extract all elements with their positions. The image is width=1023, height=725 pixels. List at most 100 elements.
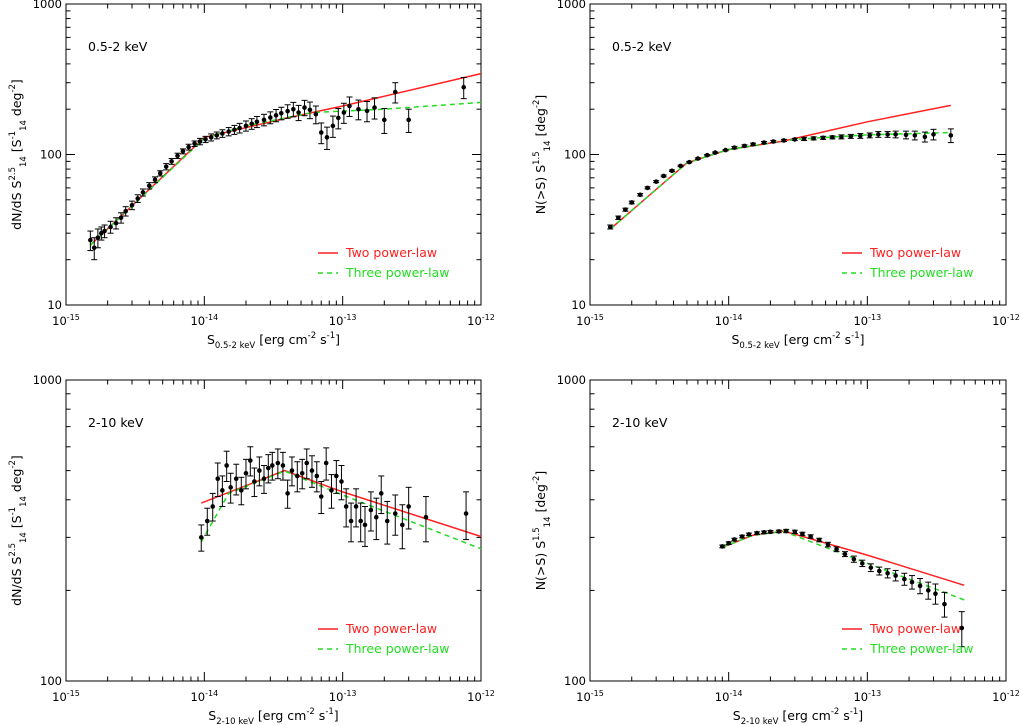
x-tick-label: 10-14 (190, 313, 218, 328)
data-marker (695, 156, 701, 161)
data-point (731, 537, 738, 542)
data-marker (220, 131, 225, 136)
legend-two-label: Two power-law (869, 245, 961, 260)
data-point (179, 148, 186, 155)
data-marker (739, 534, 745, 539)
data-point (810, 136, 817, 141)
two-power-law-curve (201, 469, 482, 538)
data-point (248, 118, 255, 130)
x-tick-label: 10-12 (467, 689, 495, 704)
data-point (783, 528, 790, 534)
data-point (318, 122, 325, 145)
data-point (761, 140, 768, 145)
data-point (930, 128, 937, 141)
data-point (346, 96, 353, 117)
data-point (163, 163, 170, 171)
data-marker (877, 568, 882, 574)
x-tick-label: 10-14 (190, 689, 218, 704)
data-marker (214, 133, 220, 138)
data-point (925, 581, 932, 600)
data-point (303, 448, 310, 480)
data-point (284, 104, 291, 119)
data-point (378, 475, 385, 515)
data-marker (423, 514, 429, 520)
data-point (129, 200, 136, 211)
data-marker (228, 485, 233, 490)
data-marker (261, 476, 267, 481)
data-marker (942, 601, 947, 607)
data-marker (834, 546, 839, 552)
data-point (209, 492, 216, 522)
legend-two-label: Two power-law (345, 245, 437, 260)
y-axis-label: N(>S) S1.514 [deg-2] (532, 95, 553, 215)
data-point (242, 120, 249, 132)
data-marker (203, 137, 208, 142)
data-point (892, 569, 899, 582)
data-point (202, 135, 209, 144)
data-point (198, 524, 205, 552)
x-tick-label: 10-13 (853, 313, 881, 328)
data-point (770, 139, 777, 144)
data-marker (732, 145, 737, 150)
data-point (318, 481, 325, 515)
panel-label: 0.5-2 keV (612, 39, 672, 54)
data-marker (88, 237, 93, 243)
data-point (917, 578, 924, 595)
data-point (741, 143, 748, 149)
data-marker (368, 507, 374, 513)
data-point (463, 491, 470, 541)
three-power-law-curve (722, 530, 965, 601)
data-marker (820, 135, 826, 141)
three-power-law-curve (89, 101, 482, 246)
data-point (875, 131, 882, 138)
data-point (157, 170, 164, 177)
data-point (225, 127, 232, 137)
data-marker (224, 463, 229, 468)
data-marker (669, 168, 675, 174)
data-marker (463, 511, 469, 516)
data-marker (364, 108, 370, 114)
data-point (820, 135, 827, 141)
y-axis-label: dN/dS S2.514 [S-114 deg-2] (8, 79, 29, 230)
data-marker (95, 235, 101, 241)
data-marker (629, 200, 635, 205)
data-marker (607, 224, 613, 230)
data-marker (254, 119, 260, 125)
data-point (884, 568, 891, 579)
two-power-law-curve (609, 104, 951, 230)
data-point (290, 101, 297, 118)
data-marker (238, 488, 244, 493)
data-marker (257, 468, 262, 473)
plot-frame (589, 379, 1007, 682)
data-point (301, 99, 308, 117)
data-marker (792, 529, 798, 535)
data-marker (261, 117, 267, 123)
data-marker (268, 115, 273, 120)
data-point (892, 130, 899, 139)
data-marker (623, 207, 628, 212)
data-point (725, 540, 732, 546)
x-tick-label: 10-12 (467, 313, 495, 328)
data-point (405, 486, 412, 530)
data-marker (91, 245, 97, 251)
data-point (107, 220, 114, 234)
data-marker (356, 106, 361, 112)
data-marker (392, 511, 398, 516)
data-point (857, 132, 864, 139)
legend-three-label: Three power-law (869, 265, 973, 280)
data-marker (330, 123, 336, 129)
data-marker (959, 625, 965, 631)
data-marker (839, 134, 844, 140)
data-point (94, 228, 101, 249)
data-point (628, 200, 635, 205)
data-point (824, 541, 831, 548)
data-point (87, 230, 94, 252)
data-marker (243, 470, 249, 476)
data-marker (704, 152, 710, 158)
data-marker (811, 136, 816, 141)
data-point (191, 140, 198, 148)
chart-panel-1: 10-15 10-14 10-13 10-12 10 100 1000 0.5-2 keV S0… (8, 0, 495, 351)
data-marker (309, 468, 315, 473)
data-point (405, 108, 412, 134)
data-point (745, 532, 752, 537)
